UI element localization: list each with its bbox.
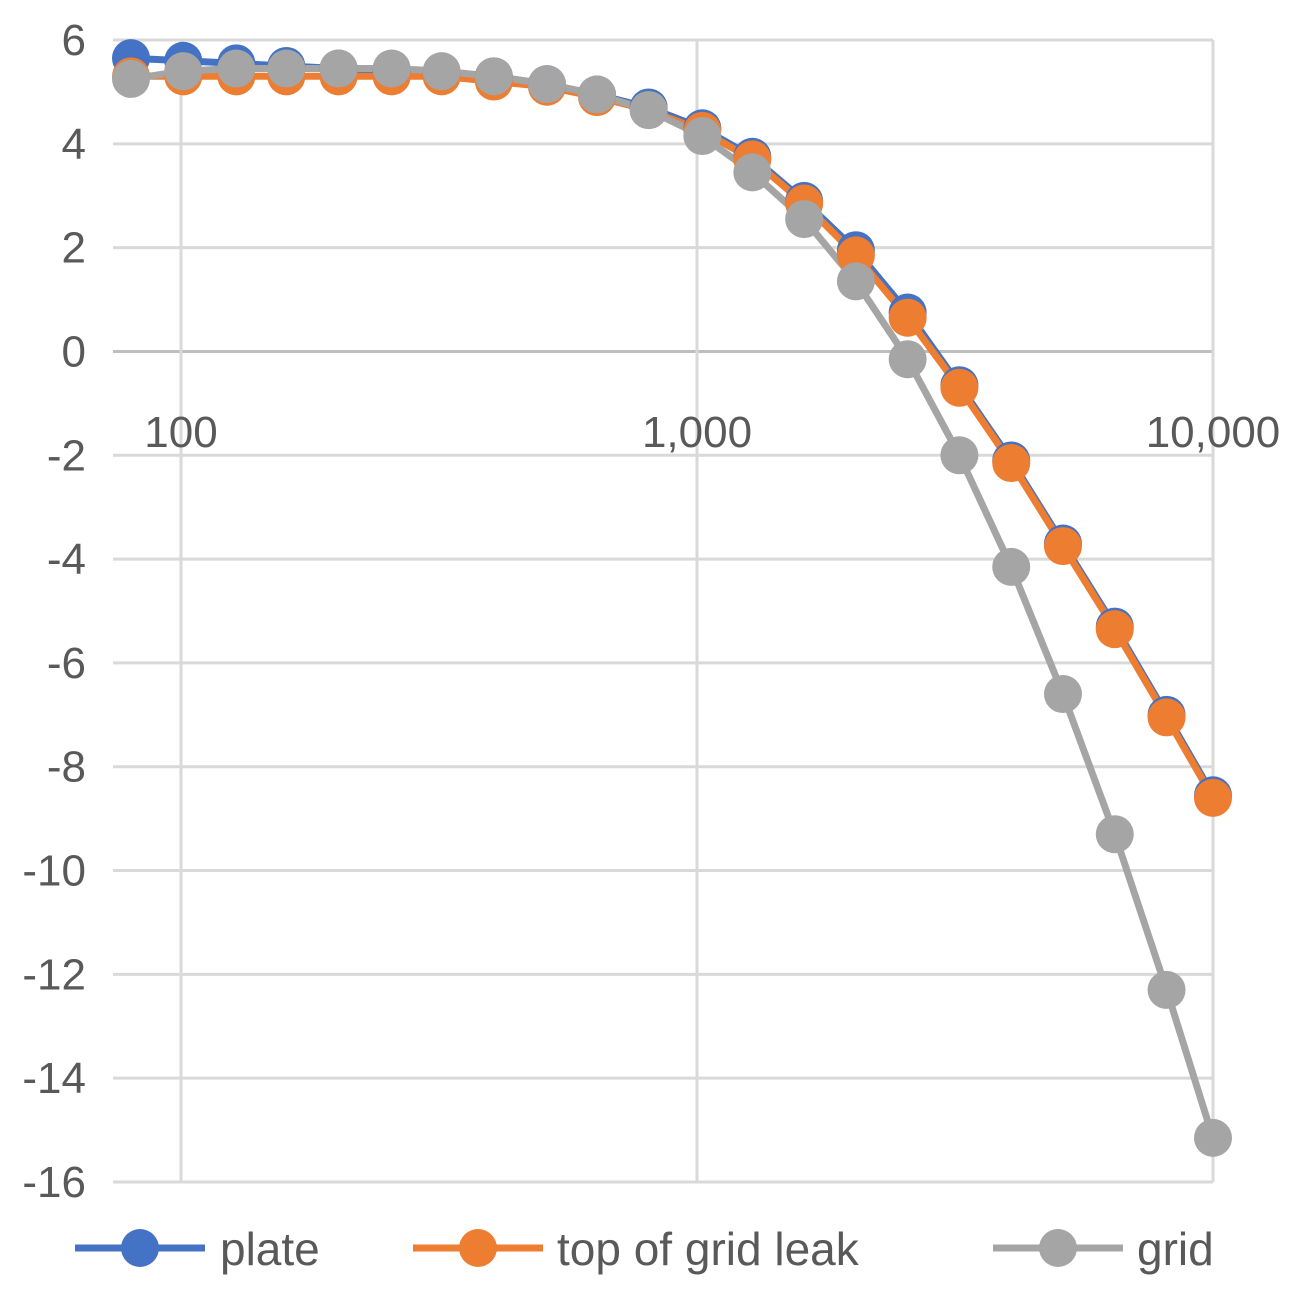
x-tick-label: 100 — [144, 408, 217, 457]
data-point-top-of-grid-leak — [888, 298, 927, 337]
data-point-grid — [785, 200, 824, 239]
y-tick-label: -4 — [47, 535, 86, 584]
data-point-grid — [527, 65, 566, 104]
data-point-grid — [267, 49, 306, 88]
y-tick-label: -8 — [47, 743, 86, 792]
series-lines — [127, 54, 1217, 1142]
data-point-grid — [319, 49, 358, 88]
y-tick-label: 2 — [62, 224, 86, 273]
data-point-grid — [164, 52, 203, 91]
y-tick-label: 4 — [62, 120, 86, 169]
y-tick-label: -2 — [47, 431, 86, 480]
y-tick-label: -14 — [22, 1054, 86, 1103]
data-point-grid — [1095, 815, 1134, 854]
series-points — [111, 39, 1232, 1157]
data-point-top-of-grid-leak — [940, 368, 979, 407]
y-tick-label: -6 — [47, 639, 86, 688]
data-point-grid — [1147, 970, 1186, 1009]
x-tick-label: 1,000 — [642, 408, 752, 457]
data-point-grid — [111, 59, 150, 98]
data-point-grid — [1194, 1118, 1232, 1157]
legend-label-plate: plate — [220, 1223, 320, 1275]
legend: plate top of grid leak grid — [75, 1223, 1214, 1275]
y-tick-label: 0 — [62, 327, 86, 376]
legend-label-top-of-grid-leak: top of grid leak — [557, 1223, 860, 1275]
legend-swatch-marker-grid — [1039, 1229, 1077, 1267]
data-point-grid — [629, 91, 668, 130]
data-point-grid — [940, 436, 979, 475]
x-tick-label: 10,000 — [1146, 408, 1281, 457]
data-point-grid — [733, 153, 772, 192]
legend-label-grid: grid — [1137, 1223, 1214, 1275]
data-point-grid — [577, 75, 616, 114]
legend-swatch-marker-plate — [121, 1229, 159, 1267]
y-tick-label: -12 — [22, 950, 86, 999]
data-point-top-of-grid-leak — [1147, 698, 1186, 737]
data-point-grid — [217, 49, 256, 88]
data-point-grid — [1043, 675, 1082, 714]
vertical-gridlines — [179, 40, 1215, 1182]
legend-item-grid: grid — [993, 1223, 1214, 1275]
data-point-top-of-grid-leak — [992, 444, 1031, 483]
data-point-grid — [422, 52, 461, 91]
y-tick-label: -10 — [22, 847, 86, 896]
series-line-grid — [127, 65, 1217, 1142]
y-axis-tick-labels: 6 4 2 0 -2 -4 -6 -8 -10 -12 -14 -16 — [22, 16, 86, 1207]
horizontal-gridlines — [113, 38, 1213, 1184]
data-point-top-of-grid-leak — [836, 236, 875, 275]
data-point-grid — [474, 57, 513, 96]
data-point-grid — [372, 49, 411, 88]
data-point-grid — [888, 340, 927, 379]
data-point-grid — [683, 117, 722, 156]
data-point-top-of-grid-leak — [1095, 610, 1134, 649]
data-point-top-of-grid-leak — [1194, 778, 1232, 817]
data-point-grid — [836, 262, 875, 301]
x-axis-tick-labels: 100 1,000 10,000 — [144, 408, 1280, 457]
data-point-grid — [992, 547, 1031, 586]
y-tick-label: 6 — [62, 16, 86, 65]
legend-swatch-marker-top-of-grid-leak — [459, 1229, 497, 1267]
data-point-top-of-grid-leak — [1043, 527, 1082, 566]
legend-item-plate: plate — [75, 1223, 320, 1275]
legend-item-top-of-grid-leak: top of grid leak — [413, 1223, 860, 1275]
y-tick-label: -16 — [22, 1158, 86, 1207]
